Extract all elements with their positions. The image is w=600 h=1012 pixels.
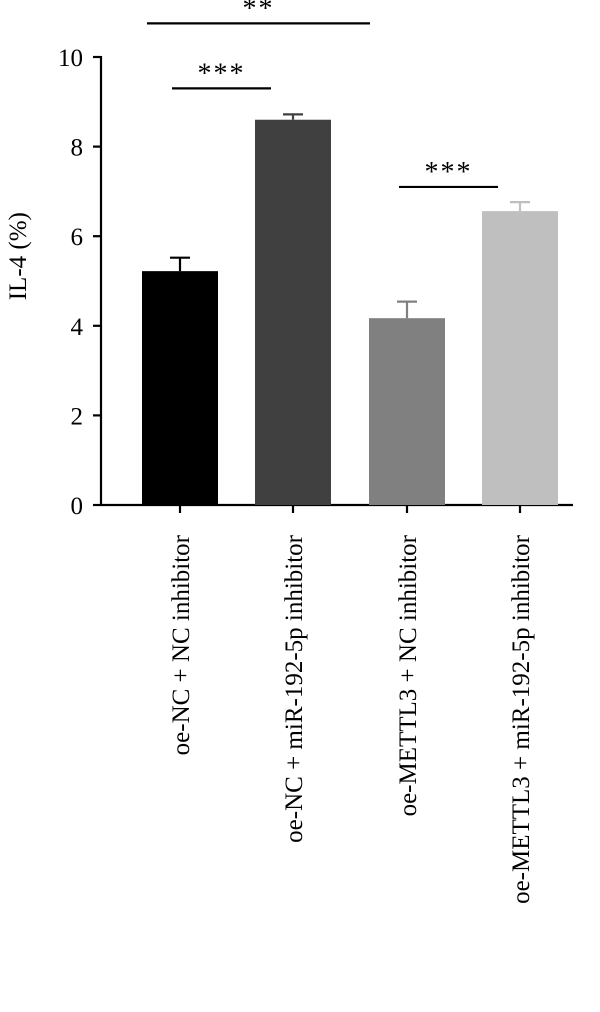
- x-axis: oe-NC + NC inhibitor oe-NC + miR-192-5p i…: [101, 503, 573, 904]
- x-tick-label: oe-NC + miR-192-5p inhibitor: [281, 534, 308, 842]
- x-tick-label: oe-METTL3 + NC inhibitor: [395, 534, 422, 816]
- y-axis-title: IL-4 (%): [5, 212, 32, 300]
- y-tick-label: 8: [71, 135, 84, 162]
- y-axis: 0 2 4 6 8 10 IL-4 (%): [5, 45, 103, 520]
- y-tick-label: 0: [71, 493, 84, 520]
- significance-label: **: [243, 0, 275, 24]
- bar: [255, 119, 331, 505]
- y-tick-label: 10: [58, 45, 83, 72]
- y-ticks: 0 2 4 6 8 10: [58, 45, 101, 520]
- significance-annotations: ********: [147, 0, 498, 189]
- bar: [369, 318, 445, 505]
- x-tick-label: oe-NC + NC inhibitor: [168, 534, 195, 755]
- significance-label: ***: [198, 58, 246, 89]
- error-bars: [170, 113, 530, 319]
- significance-label: ***: [425, 157, 473, 188]
- y-tick-label: 2: [71, 403, 84, 430]
- bar: [482, 211, 558, 505]
- x-ticks: oe-NC + NC inhibitor oe-NC + miR-192-5p i…: [168, 505, 535, 904]
- x-tick-label: oe-METTL3 + miR-192-5p inhibitor: [508, 534, 535, 904]
- y-tick-label: 4: [71, 314, 84, 341]
- bar: [142, 271, 218, 505]
- bars: [142, 119, 558, 505]
- y-tick-label: 6: [71, 224, 84, 251]
